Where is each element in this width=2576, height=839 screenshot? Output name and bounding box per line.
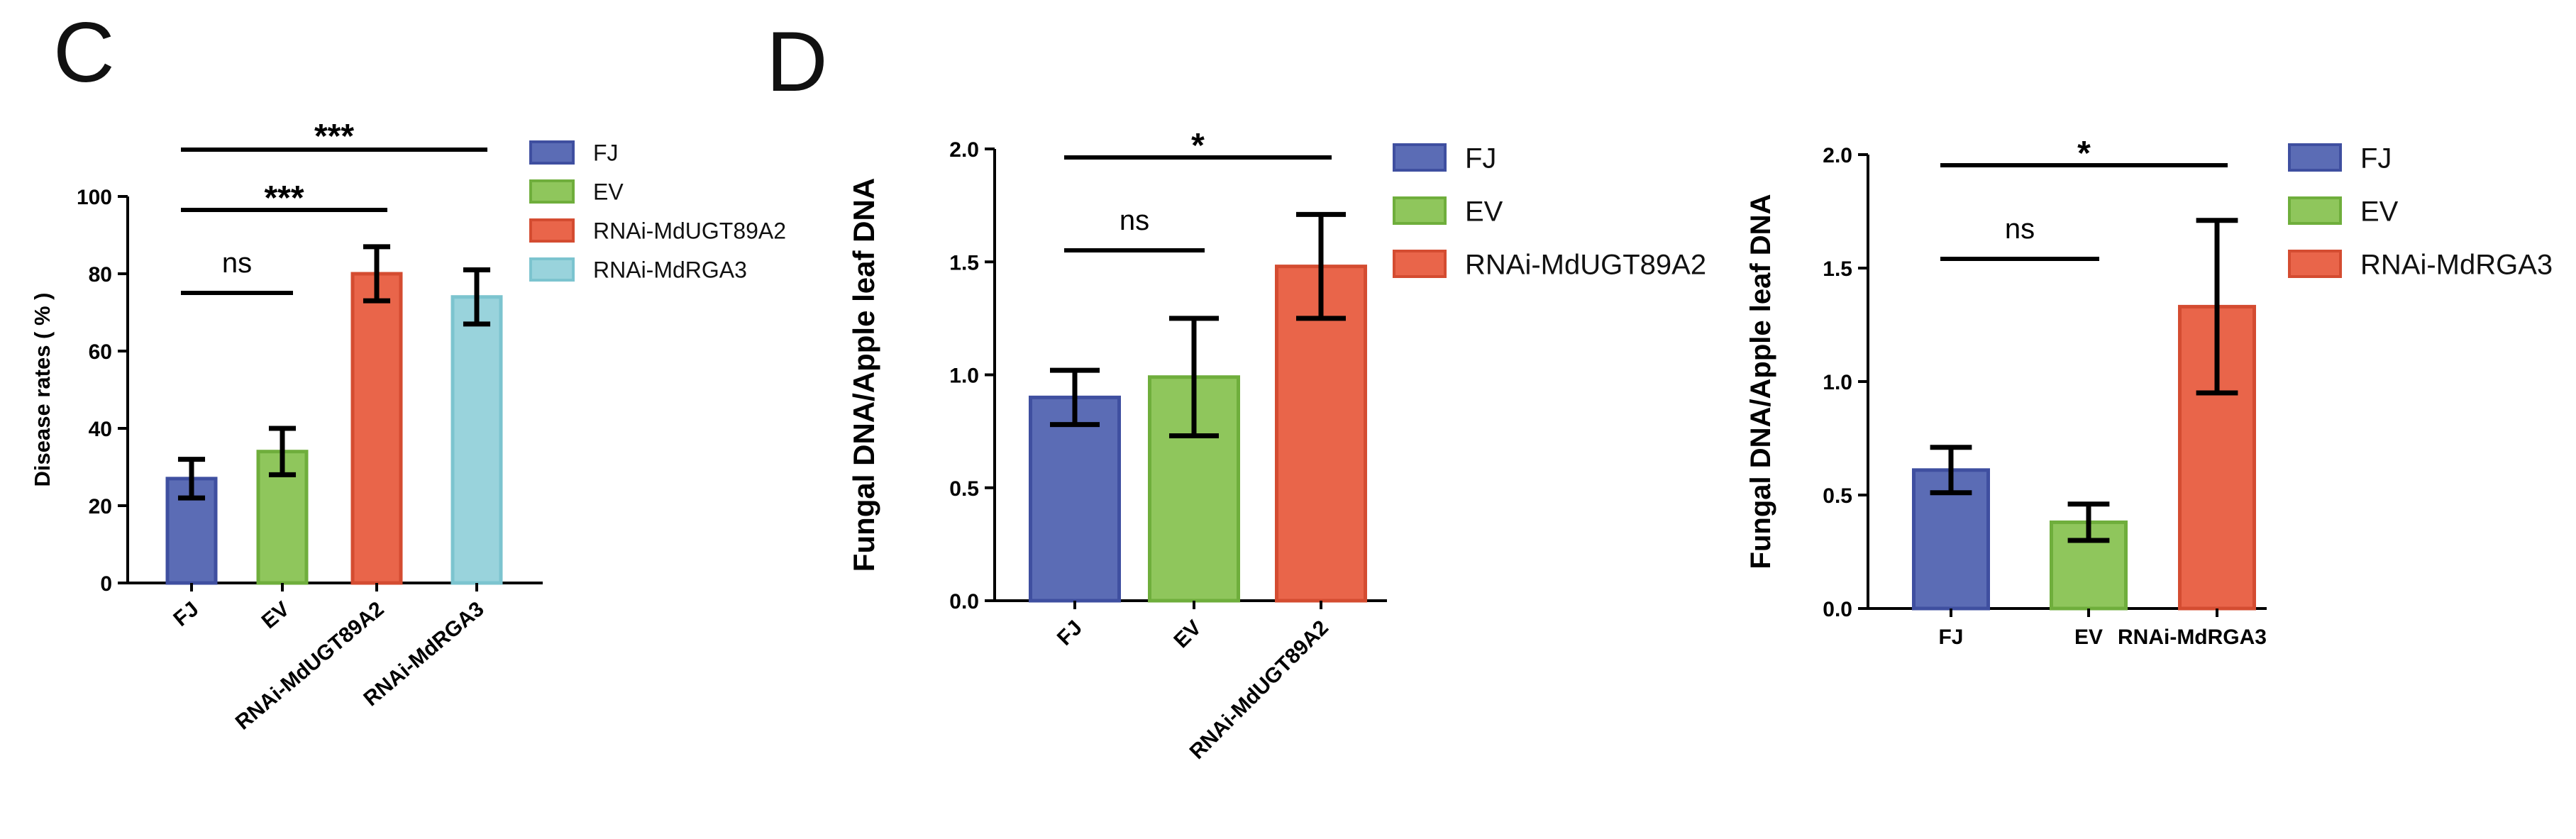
legend-swatch-fj xyxy=(2288,143,2342,172)
significance-label: *** xyxy=(314,118,354,155)
y-tick-label: 1.0 xyxy=(949,365,979,388)
bar-fj xyxy=(1029,395,1121,603)
y-tick-label: 40 xyxy=(89,418,112,441)
category-label-ev: EV xyxy=(1169,616,1206,653)
bar-rnai-mdrga3 xyxy=(450,295,503,585)
category-label-rnai-mdrga3: RNAi-MdRGA3 xyxy=(2118,626,2267,649)
y-tick-label: 0.0 xyxy=(949,590,979,613)
y-axis-label: Fungal DNA/Apple leaf DNA xyxy=(1745,194,1776,569)
legend-label-ev: EV xyxy=(1465,196,1503,227)
legend-label-fj: FJ xyxy=(593,140,619,166)
significance-label: ns xyxy=(222,248,252,279)
y-tick-label: 1.5 xyxy=(1823,257,1852,281)
panel-letter-c: C xyxy=(53,5,115,100)
y-tick-label: 100 xyxy=(77,186,112,209)
legend-swatch-ev xyxy=(2288,196,2342,225)
legend-label-fj: FJ xyxy=(1465,143,1496,174)
y-tick-label: 0.5 xyxy=(949,477,979,501)
significance-label: * xyxy=(1191,127,1205,165)
y-tick-label: 0.5 xyxy=(1823,484,1852,508)
category-label-rnai-mdugt89a2: RNAi-MdUGT89A2 xyxy=(1185,616,1333,764)
legend-label-rnai-mdugt89a2: RNAi-MdUGT89A2 xyxy=(593,218,786,244)
legend-label-rnai-mdrga3: RNAi-MdRGA3 xyxy=(2360,249,2553,280)
legend-swatch-ev xyxy=(529,179,575,204)
legend-label-ev: EV xyxy=(2360,196,2399,227)
legend-swatch-ev xyxy=(1393,196,1447,225)
legend-label-rnai-mdrga3: RNAi-MdRGA3 xyxy=(593,257,747,283)
legend-label-fj: FJ xyxy=(2360,143,2392,174)
legend-swatch-rnai-mdrga3 xyxy=(2288,250,2342,278)
significance-label: * xyxy=(2077,135,2091,172)
category-label-fj: FJ xyxy=(1938,626,1963,649)
panel-letter-d: D xyxy=(766,14,828,109)
legend-label-rnai-mdugt89a2: RNAi-MdUGT89A2 xyxy=(1465,249,1706,280)
bar-rnai-mdugt89a2 xyxy=(1275,265,1367,603)
category-label-rnai-mdugt89a2: RNAi-MdUGT89A2 xyxy=(231,597,389,734)
significance-label: *** xyxy=(264,179,304,217)
legend-swatch-rnai-mdrga3 xyxy=(529,257,575,282)
category-label-ev: EV xyxy=(2074,626,2103,649)
category-label-fj: FJ xyxy=(1053,616,1087,650)
legend-swatch-rnai-mdugt89a2 xyxy=(529,218,575,243)
legend-label-ev: EV xyxy=(593,179,624,205)
y-axis-label: Fungal DNA/Apple leaf DNA xyxy=(847,178,880,572)
y-tick-label: 2.0 xyxy=(1823,144,1852,167)
legend-swatch-fj xyxy=(1393,143,1447,172)
chart-fungal-dna-rga3: 0.0 0.5 1.0 1.5 2.0 Fungal DNA/Apple leaf DNA… xyxy=(1745,135,2553,649)
category-label-ev: EV xyxy=(258,597,294,633)
y-axis-label: Disease rates ( % ) xyxy=(30,293,55,487)
significance-label: ns xyxy=(1120,205,1149,236)
category-label-fj: FJ xyxy=(169,597,203,631)
y-tick-label: 80 xyxy=(89,263,112,287)
significance-label: ns xyxy=(2005,213,2035,245)
y-tick-label: 2.0 xyxy=(949,138,979,162)
chart-fungal-dna-ugt89a2: 0.0 0.5 1.0 1.5 2.0 Fungal DNA/Apple leaf DNA… xyxy=(847,127,1706,764)
y-tick-label: 1.0 xyxy=(1823,371,1852,394)
y-tick-label: 20 xyxy=(89,495,112,518)
bar-rnai-mdugt89a2 xyxy=(350,272,403,585)
y-tick-label: 0 xyxy=(100,572,112,596)
y-tick-label: 60 xyxy=(89,340,112,364)
legend-swatch-fj xyxy=(529,140,575,165)
legend-swatch-rnai-mdugt89a2 xyxy=(1393,250,1447,278)
y-tick-label: 1.5 xyxy=(949,251,979,274)
y-tick-label: 0.0 xyxy=(1823,598,1852,621)
